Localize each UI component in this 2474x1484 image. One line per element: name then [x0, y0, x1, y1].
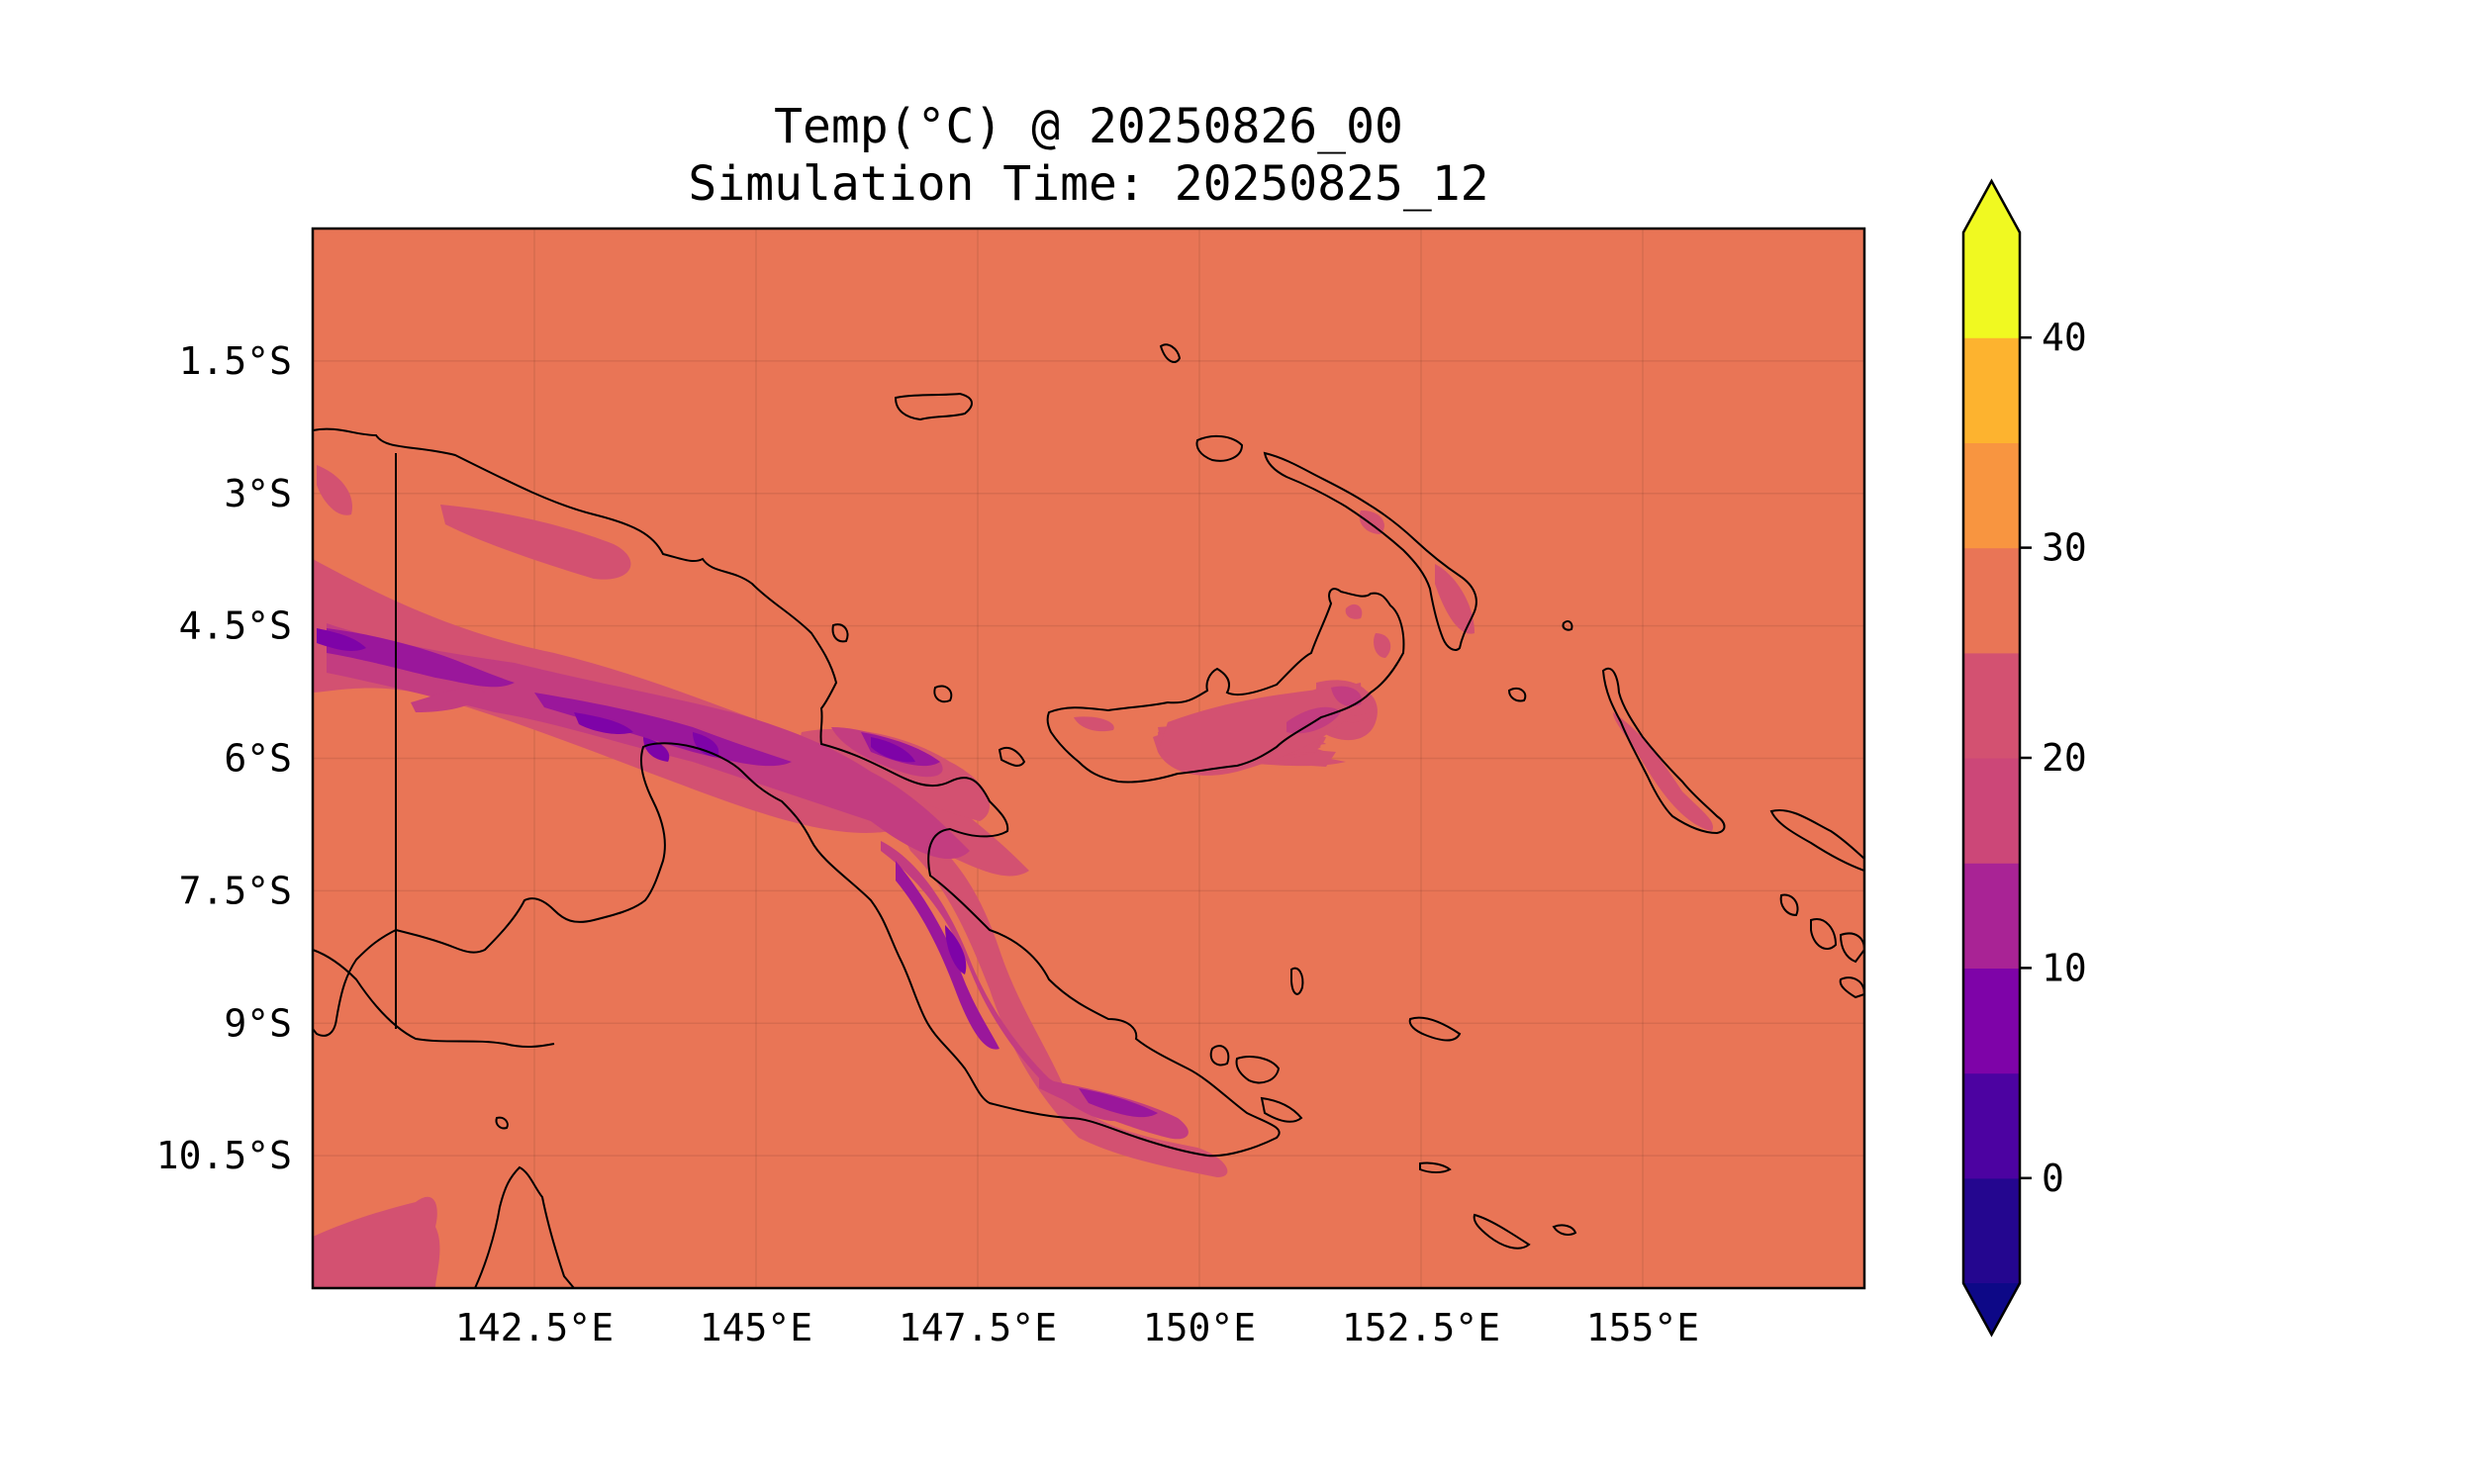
colorbar-band: [1963, 337, 2020, 443]
new-guinea-coastline: [313, 427, 1281, 1158]
rossel-island: [1473, 1213, 1531, 1250]
dentrecasteaux-island-2: [1235, 1056, 1281, 1084]
sudest-island: [1552, 1224, 1577, 1236]
colorbar-tick-label: 30: [2042, 526, 2087, 570]
y-tick-label: 10.5°S: [156, 1134, 292, 1177]
map-subtitle: Simulation Time: 20250825_12: [688, 156, 1489, 212]
solomon-island-4: [1779, 893, 1799, 917]
colorbar-band: [1963, 442, 2020, 549]
dentrecasteaux-island-3: [1260, 1096, 1303, 1123]
dentrecasteaux-island-1: [1209, 1045, 1230, 1067]
solomon-island-3: [1839, 932, 1864, 964]
map-title: Temp(°C) @ 20250826_00: [774, 99, 1403, 154]
cape-york-coastline: [474, 1165, 575, 1288]
solomon-island-2: [1810, 918, 1838, 950]
colorbar-band: [1963, 1177, 2020, 1284]
y-tick-label: 9°S: [224, 1001, 292, 1045]
coastlines: [313, 343, 1864, 1288]
temperature-contours: [313, 465, 1713, 1288]
bougainville-coastline: [1601, 667, 1726, 835]
umboi-island: [998, 746, 1026, 767]
x-tick-label: 147.5°E: [899, 1306, 1057, 1349]
papua-coast-north: [313, 949, 555, 1048]
colorbar: 0 10 20 30 40: [1961, 178, 2087, 1338]
long-island: [933, 685, 953, 703]
colorbar-band: [1963, 1072, 2020, 1179]
latitude-axis: 1.5°S 3°S 4.5°S 6°S 7.5°S 9°S 10.5°S: [156, 339, 292, 1177]
new-britain-coastline: [1046, 588, 1405, 784]
east-island: [1507, 687, 1527, 702]
y-tick-label: 1.5°S: [179, 339, 292, 383]
torres-island: [495, 1116, 509, 1130]
colorbar-extend-max: [1963, 181, 2020, 232]
colorbar-tick-label: 40: [2042, 316, 2087, 359]
x-tick-label: 145°E: [700, 1306, 812, 1349]
colorbar-tick-label: 20: [2042, 736, 2087, 780]
x-tick-label: 155°E: [1586, 1306, 1699, 1349]
colorbar-band: [1963, 232, 2020, 338]
contour-band-5-10: [317, 628, 967, 974]
colorbar-band: [1963, 547, 2020, 654]
colorbar-tick-label: 10: [2042, 946, 2087, 989]
y-tick-label: 4.5°S: [179, 604, 292, 648]
new-hanover-island: [1195, 434, 1244, 462]
colorbar-extend-min: [1963, 1283, 2020, 1335]
y-tick-label: 6°S: [224, 737, 292, 781]
woodlark-island: [1408, 1016, 1462, 1042]
misima-island: [1419, 1161, 1452, 1173]
contour-band-10-15: [327, 628, 1158, 1118]
y-tick-label: 3°S: [224, 472, 292, 515]
map-frame: [311, 227, 1866, 1290]
longitude-axis: 142.5°E 145°E 147.5°E 150°E 152.5°E 155°E: [455, 1306, 1699, 1349]
karkar-island: [831, 623, 849, 643]
colorbar-outline: [1961, 178, 2022, 1338]
manus-island: [894, 392, 973, 421]
x-tick-label: 150°E: [1143, 1306, 1256, 1349]
colorbar-tick-label: 0: [2042, 1157, 2064, 1200]
x-tick-label: 152.5°E: [1342, 1306, 1500, 1349]
colorbar-band: [1963, 758, 2020, 864]
east-island-2: [1562, 619, 1573, 631]
solomon-island-5: [1839, 976, 1864, 999]
colorbar-band: [1963, 968, 2020, 1074]
colorbar-band: [1963, 652, 2020, 759]
mussau-island: [1159, 343, 1182, 363]
trobriand-island: [1290, 967, 1304, 995]
colorbar-band: [1963, 863, 2020, 969]
y-tick-label: 7.5°S: [179, 869, 292, 912]
x-tick-label: 142.5°E: [455, 1306, 614, 1349]
solomon-island-1: [1769, 809, 1864, 873]
new-ireland-coastline: [1263, 451, 1477, 651]
